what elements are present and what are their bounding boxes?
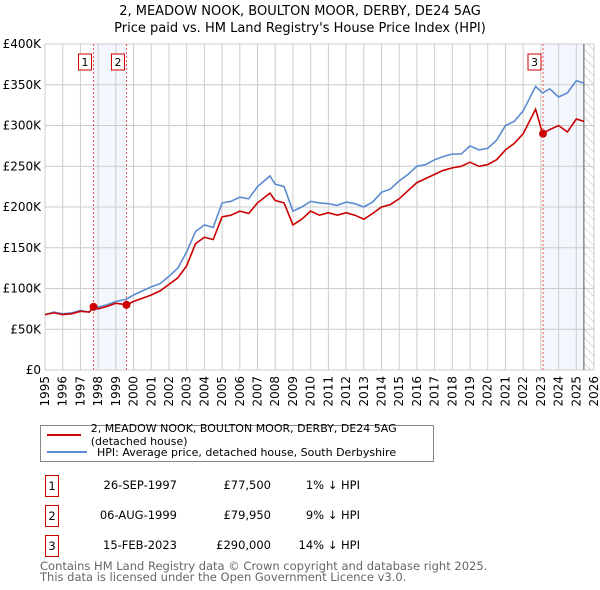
- transaction-price: £77,500: [223, 478, 271, 492]
- x-tick-label: 2025: [569, 376, 583, 407]
- y-tick-label: £400K: [3, 37, 43, 51]
- x-tick-label: 1995: [38, 376, 52, 407]
- x-tick-label: 2003: [180, 376, 194, 407]
- footer-line-1: Contains HM Land Registry data © Crown c…: [40, 559, 488, 573]
- y-tick-label: £100K: [3, 282, 43, 296]
- x-tick-label: 2004: [197, 376, 211, 407]
- transaction-row: 1 26-SEP-1997 £77,500 1% ↓ HPI: [40, 475, 440, 497]
- legend-label-property: 2, MEADOW NOOK, BOULTON MOOR, DERBY, DE2…: [90, 422, 397, 448]
- chart-title: 2, MEADOW NOOK, BOULTON MOOR, DERBY, DE2…: [119, 4, 481, 19]
- x-tick-label: 2024: [552, 376, 566, 407]
- transaction-row: 3 15-FEB-2023 £290,000 14% ↓ HPI: [40, 535, 440, 557]
- x-tick-label: 2000: [127, 376, 141, 407]
- x-tick-label: 2026: [587, 376, 600, 407]
- x-tick-label: 2020: [481, 376, 495, 407]
- footer-line-2: This data is licensed under the Open Gov…: [40, 570, 407, 584]
- transaction-number: 1: [45, 475, 59, 497]
- x-tick-label: 2018: [445, 376, 459, 407]
- red-line-swatch: [47, 434, 81, 436]
- price-chart: £0 £50K £100K £150K £200K £250K £300K £350K £400…: [3, 37, 600, 407]
- x-tick-label: 2013: [357, 376, 371, 407]
- x-tick-label: 2011: [321, 376, 335, 407]
- y-tick-label: £350K: [3, 78, 43, 92]
- sale-point: [89, 302, 98, 311]
- x-tick-label: 2007: [251, 376, 265, 407]
- transaction-hpi-diff: 1% ↓ HPI: [305, 478, 360, 492]
- x-tick-label: 2014: [374, 376, 388, 407]
- y-tick-label: £300K: [3, 119, 43, 133]
- x-tick-label: 2022: [516, 376, 530, 407]
- x-tick-label: 2005: [215, 376, 229, 407]
- x-tick-label: 2016: [410, 376, 424, 407]
- y-tick-label: £250K: [3, 159, 43, 173]
- x-tick-label: 2006: [233, 376, 247, 407]
- footer-attribution: Contains HM Land Registry data © Crown c…: [40, 559, 488, 584]
- x-tick-label: 2001: [144, 376, 158, 407]
- x-tick-label: 2002: [162, 376, 176, 407]
- x-tick-label: 2019: [463, 376, 477, 407]
- y-tick-label: £50K: [10, 322, 42, 336]
- x-tick-label: 1998: [91, 376, 105, 407]
- sale-label: 2: [114, 56, 121, 69]
- sale-label-box: [110, 53, 125, 71]
- sale-label: 1: [82, 56, 89, 69]
- x-tick-label: 1997: [73, 376, 87, 407]
- sale-point: [122, 300, 131, 309]
- transaction-row: 2 06-AUG-1999 £79,950 9% ↓ HPI: [40, 505, 440, 527]
- x-tick-label: 2010: [304, 376, 318, 407]
- legend-item-hpi: HPI: Average price, detached house, Sout…: [47, 444, 396, 460]
- transaction-number: 3: [45, 535, 59, 557]
- x-tick-label: 2017: [428, 376, 442, 407]
- x-tick-label: 2023: [534, 376, 548, 407]
- hpi-line: [44, 79, 585, 316]
- sale-label-box: [78, 53, 93, 71]
- x-tick-label: 2012: [339, 376, 353, 407]
- transaction-date: 06-AUG-1999: [99, 508, 177, 522]
- transaction-hpi-diff: 9% ↓ HPI: [305, 508, 360, 522]
- sale-point: [538, 129, 547, 138]
- chart-legend: 2, MEADOW NOOK, BOULTON MOOR, DERBY, DE2…: [40, 422, 434, 462]
- y-tick-label: £150K: [3, 241, 43, 255]
- transaction-price: £79,950: [223, 508, 271, 522]
- chart-subtitle: Price paid vs. HM Land Registry's House …: [114, 21, 486, 36]
- legend-item-property: 2, MEADOW NOOK, BOULTON MOOR, DERBY, DE2…: [47, 422, 433, 448]
- transaction-date: 26-SEP-1997: [103, 478, 177, 492]
- x-tick-label: 2015: [392, 376, 406, 407]
- y-tick-label: £200K: [3, 200, 43, 214]
- legend-label-hpi: HPI: Average price, detached house, Sout…: [97, 445, 397, 459]
- x-tick-label: 1999: [109, 376, 123, 407]
- x-tick-label: 2008: [268, 376, 282, 407]
- transaction-hpi-diff: 14% ↓ HPI: [298, 538, 360, 552]
- transaction-price: £290,000: [216, 538, 271, 552]
- x-tick-label: 1996: [56, 376, 70, 407]
- blue-line-swatch: [47, 451, 87, 453]
- transaction-number: 2: [45, 505, 59, 527]
- sale-label: 3: [531, 56, 538, 69]
- sale-label-box: [527, 53, 542, 71]
- x-tick-label: 2021: [498, 376, 512, 407]
- x-tick-label: 2009: [286, 376, 300, 407]
- y-tick-label: £0: [26, 363, 41, 377]
- transaction-date: 15-FEB-2023: [103, 538, 177, 552]
